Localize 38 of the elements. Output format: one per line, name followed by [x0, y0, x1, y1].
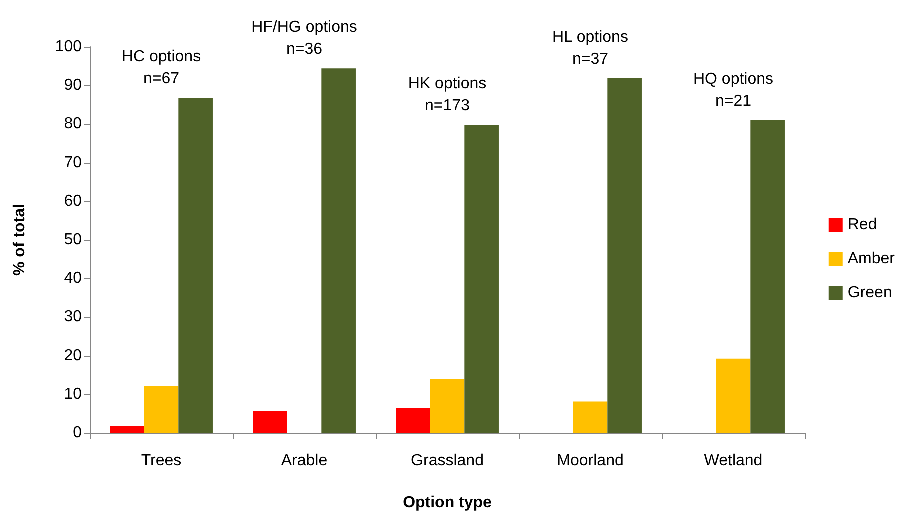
y-tick-label: 70 — [64, 154, 82, 172]
bar — [573, 402, 608, 433]
x-tick-label: Grassland — [411, 452, 484, 470]
bar — [253, 411, 288, 433]
x-tick-label: Wetland — [704, 452, 763, 470]
bar — [430, 378, 465, 433]
y-tick-label: 30 — [64, 308, 82, 326]
annotation: HL options n=37 — [552, 28, 628, 68]
bar — [716, 358, 751, 433]
bar — [750, 120, 785, 433]
y-tick-label: 100 — [55, 38, 82, 56]
legend-label: Green — [848, 284, 892, 302]
legend-label: Amber — [848, 250, 896, 268]
legend-label: Red — [848, 216, 878, 234]
bar — [178, 98, 213, 433]
bar — [110, 426, 144, 433]
x-tick-label: Arable — [281, 452, 328, 470]
y-tick-label: 60 — [64, 192, 82, 210]
x-tick-label: Trees — [141, 452, 182, 470]
annotation: HQ options n=21 — [693, 70, 774, 110]
y-tick-label: 40 — [64, 270, 82, 288]
annotation: HK options n=173 — [408, 75, 487, 114]
bar — [396, 408, 430, 433]
y-tick-label: 50 — [64, 232, 82, 248]
bar — [322, 68, 356, 433]
y-tick-label: 90 — [64, 77, 82, 94]
annotation: HF/HG options n=36 — [252, 19, 358, 58]
y-tick-label: 80 — [64, 116, 82, 133]
x-tick-label: Moorland — [557, 452, 624, 470]
bar — [144, 386, 179, 433]
y-tick-label: 10 — [64, 386, 82, 403]
x-axis-title: Option type — [403, 494, 492, 512]
y-axis-title: % of total — [12, 204, 28, 276]
annotation: HC options n=67 — [122, 48, 202, 88]
bar — [464, 124, 499, 433]
bar — [608, 78, 642, 433]
y-tick-label: 20 — [64, 347, 82, 364]
y-tick-label: 0 — [73, 424, 82, 442]
